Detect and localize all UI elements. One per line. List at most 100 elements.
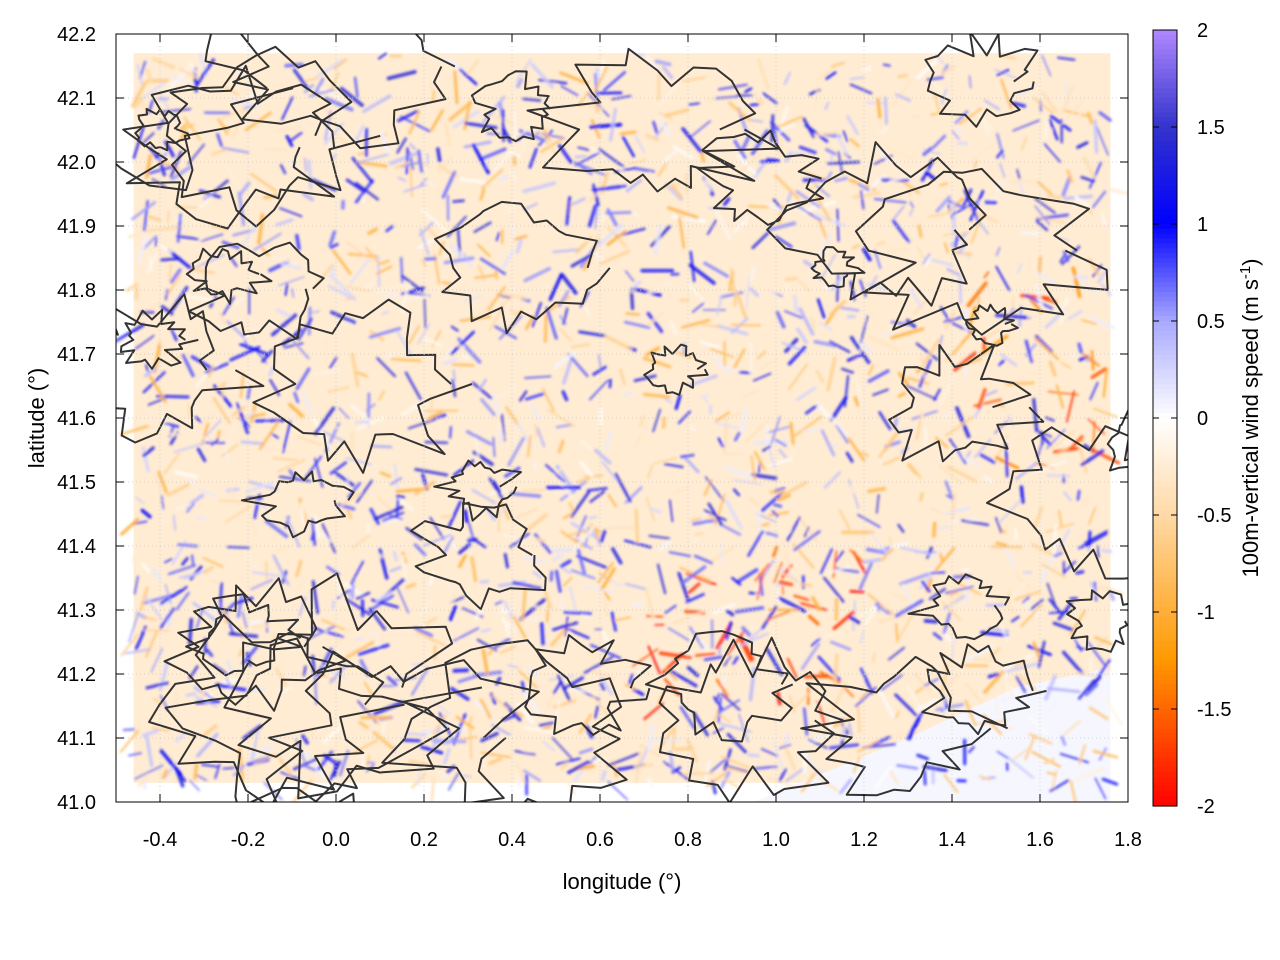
wind-streak (682, 76, 706, 83)
contour-line (148, 614, 405, 802)
colorbar-segment (1153, 194, 1177, 201)
wind-streak (888, 536, 893, 546)
wind-streak (590, 527, 602, 547)
wind-streak (932, 134, 947, 149)
wind-streak (157, 470, 168, 494)
wind-streak (250, 578, 274, 591)
wind-streak (1036, 180, 1053, 195)
wind-streak (1104, 698, 1124, 726)
wind-streak (562, 576, 573, 587)
wind-streak (328, 230, 337, 248)
wind-streak (865, 547, 890, 555)
wind-streak (175, 591, 190, 611)
wind-streak (345, 285, 370, 293)
wind-streak (1095, 125, 1109, 156)
wind-streak (457, 344, 466, 348)
wind-streak (818, 632, 843, 639)
colorbar-segment (1153, 694, 1177, 700)
wind-streak (900, 546, 931, 556)
wind-streak (380, 131, 390, 156)
wind-streak (340, 491, 362, 507)
colorbar-segment (1153, 733, 1177, 739)
wind-streak (222, 296, 235, 316)
wind-streak (304, 157, 308, 172)
wind-streak (998, 359, 1005, 367)
wind-streak (321, 619, 346, 631)
wind-streak (859, 279, 867, 297)
wind-streak (239, 372, 245, 399)
wind-streak (650, 225, 671, 248)
colorbar-segment (1153, 612, 1177, 618)
wind-streaks (116, 52, 1128, 802)
wind-streak (922, 338, 941, 365)
wind-streak (133, 575, 139, 595)
wind-streak (825, 71, 837, 80)
wind-streak (521, 688, 541, 716)
wind-streak (385, 512, 404, 521)
wind-streak (983, 670, 1005, 694)
wind-streak (164, 422, 180, 428)
wind-streak (518, 669, 538, 689)
wind-streak (462, 252, 470, 263)
wind-streak (678, 216, 686, 249)
wind-streak (553, 350, 577, 369)
colorbar-segment (1153, 68, 1177, 75)
wind-streak (502, 599, 514, 619)
wind-streak (381, 310, 390, 316)
wind-streak (782, 742, 797, 771)
colorbar-segment (1153, 393, 1177, 400)
wind-streak (941, 529, 958, 545)
wind-streak (179, 123, 195, 132)
wind-streak (1034, 205, 1051, 225)
wind-streak (1055, 384, 1065, 409)
contour-line (185, 593, 303, 677)
wind-streak (200, 436, 220, 441)
colorbar-tick-label: -1 (1197, 602, 1215, 624)
colorbar-segment (1153, 73, 1177, 80)
wind-streak (747, 753, 760, 758)
wind-streak (145, 364, 149, 373)
wind-streak (580, 614, 590, 618)
wind-streak (608, 752, 640, 767)
wind-streak (284, 62, 304, 68)
wind-streak (824, 101, 830, 111)
colorbar-segment (1153, 801, 1177, 807)
wind-streak (510, 221, 516, 238)
wind-streak (878, 452, 886, 466)
wind-streak (295, 233, 301, 251)
colorbar-segment (1153, 112, 1177, 118)
wind-streak (119, 729, 140, 753)
colorbar-segment (1153, 519, 1177, 526)
wind-streak (285, 515, 301, 548)
wind-streak (573, 767, 585, 783)
wind-streak (878, 430, 900, 459)
wind-streak (1080, 175, 1095, 183)
wind-streak (285, 134, 294, 148)
contour-line (223, 572, 483, 800)
wind-streak (241, 611, 248, 629)
wind-streak (774, 487, 786, 492)
wind-streak (715, 422, 740, 430)
wind-streak (302, 192, 314, 202)
wind-streak (487, 285, 506, 311)
colorbar-segment (1153, 709, 1177, 715)
wind-streak (417, 764, 421, 786)
wind-streak (344, 640, 375, 659)
wind-streak (699, 394, 710, 399)
colorbar-segment (1153, 190, 1177, 196)
wind-streak (377, 390, 386, 401)
wind-streak (444, 122, 451, 147)
colorbar-segment (1153, 568, 1177, 574)
wind-streak (136, 235, 149, 263)
wind-streak (692, 711, 709, 737)
x-tick-label: 1.4 (938, 829, 966, 851)
wind-streak (467, 59, 480, 75)
wind-streak (223, 678, 238, 684)
wind-streak (829, 299, 847, 317)
wind-streak (379, 259, 390, 266)
wind-streak (1088, 507, 1096, 525)
contour-line (643, 343, 709, 396)
wind-streak (778, 448, 787, 459)
wind-streak (432, 713, 447, 735)
wind-streak (854, 372, 863, 406)
